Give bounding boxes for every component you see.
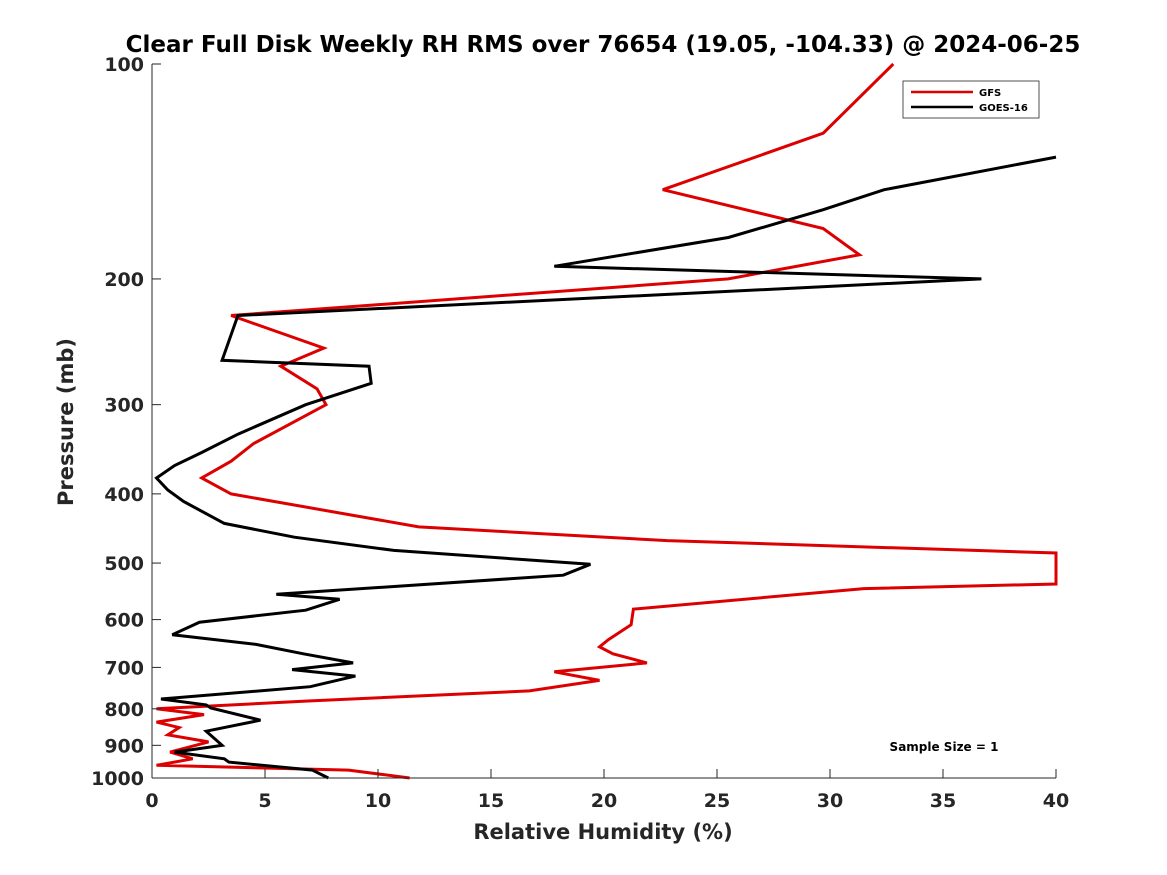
y-axis-label: Pressure (mb) — [54, 338, 78, 506]
y-tick-label: 600 — [104, 610, 144, 632]
x-tick-label: 0 — [145, 790, 158, 812]
x-tick-label: 25 — [704, 790, 730, 812]
x-tick-label: 5 — [258, 790, 271, 812]
y-tick-label: 700 — [104, 657, 144, 679]
y-tick-label: 1000 — [91, 768, 144, 790]
sample-size-annotation: Sample Size = 1 — [890, 740, 999, 754]
x-axis-label: Relative Humidity (%) — [473, 820, 732, 844]
legend-label-gfs: GFS — [979, 88, 1001, 99]
y-tick-label: 200 — [104, 269, 144, 291]
x-tick-label: 20 — [591, 790, 617, 812]
x-tick-label: 35 — [930, 790, 956, 812]
x-tick-label: 15 — [478, 790, 504, 812]
plot-frame — [152, 64, 1056, 778]
plot-area — [152, 64, 1056, 778]
x-tick-label: 30 — [817, 790, 843, 812]
y-tick-label: 900 — [104, 735, 144, 757]
series-line-goes-16 — [154, 155, 1057, 780]
legend-label-goes-16: GOES-16 — [979, 103, 1028, 114]
y-axis: 100 200 300 400 500 600 700 800 900 1000 — [91, 54, 161, 790]
series-line-gfs — [156, 62, 1058, 780]
legend-box — [902, 80, 1040, 119]
x-tick-label: 10 — [365, 790, 391, 812]
legend: GFS GOES-16 — [902, 80, 1040, 119]
y-tick-label: 300 — [104, 395, 144, 417]
x-tick-label: 40 — [1043, 790, 1069, 812]
series-layer — [154, 62, 1058, 780]
y-tick-label: 100 — [104, 54, 144, 76]
x-axis: 0 5 10 15 20 25 30 35 40 — [145, 769, 1069, 812]
y-tick-label: 800 — [104, 699, 144, 721]
y-tick-label: 500 — [104, 553, 144, 575]
y-tick-label: 400 — [104, 484, 144, 506]
chart-title: Clear Full Disk Weekly RH RMS over 76654… — [126, 32, 1081, 58]
